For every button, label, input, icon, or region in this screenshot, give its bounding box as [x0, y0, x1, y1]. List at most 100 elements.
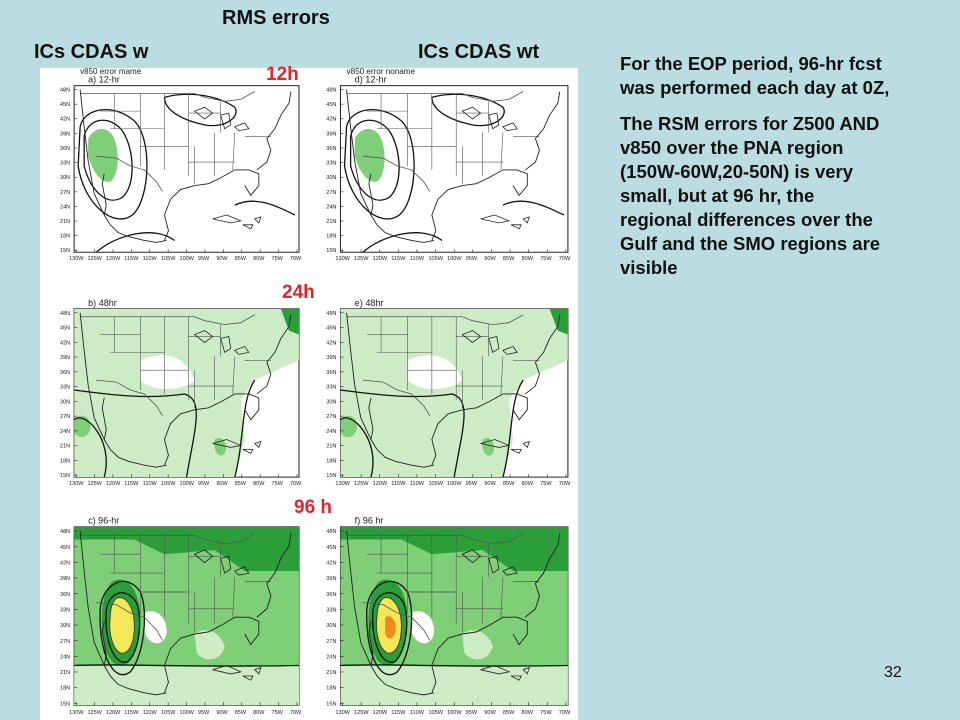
- svg-text:36N: 36N: [60, 146, 70, 152]
- figure-panel: v850 error mame a) 12-hr 48N 45N 42N 39N 36N 33…: [40, 68, 578, 720]
- svg-text:85W: 85W: [503, 481, 515, 487]
- svg-text:42N: 42N: [60, 560, 70, 566]
- svg-text:48N: 48N: [326, 529, 336, 535]
- svg-text:105W: 105W: [161, 481, 176, 487]
- svg-text:130W: 130W: [69, 710, 84, 716]
- map-header-panel: f) 96 hr: [355, 516, 384, 526]
- svg-text:42N: 42N: [60, 117, 70, 123]
- svg-text:90W: 90W: [484, 481, 496, 487]
- page-number: 32: [884, 664, 902, 681]
- svg-text:130W: 130W: [335, 710, 350, 716]
- svg-text:70W: 70W: [559, 256, 571, 262]
- svg-text:90W: 90W: [216, 481, 228, 487]
- svg-text:120W: 120W: [106, 256, 121, 262]
- svg-text:39N: 39N: [60, 355, 70, 361]
- svg-text:15N: 15N: [60, 701, 70, 707]
- svg-text:18N: 18N: [60, 234, 70, 240]
- map-header-panel: d) 12-hr: [355, 75, 387, 85]
- svg-text:125W: 125W: [354, 710, 369, 716]
- svg-text:24N: 24N: [326, 429, 336, 435]
- svg-text:115W: 115W: [391, 481, 406, 487]
- svg-text:105W: 105W: [428, 481, 443, 487]
- svg-text:45N: 45N: [60, 545, 70, 551]
- error-map-b: b) 48hr 48N 45N 42N 39N 36N 33N 30N 27N 24N 21N 18N…: [44, 291, 305, 489]
- error-map-c: c) 96-hr 48N 45N 42N 39N 36N 33N 30N 27N 24N 21N 18…: [44, 508, 305, 718]
- svg-text:45N: 45N: [326, 326, 336, 332]
- svg-text:80W: 80W: [522, 710, 534, 716]
- svg-text:95W: 95W: [466, 710, 478, 716]
- svg-text:21N: 21N: [60, 444, 70, 450]
- svg-text:110W: 110W: [410, 256, 425, 262]
- svg-text:33N: 33N: [326, 385, 336, 391]
- description-text: For the EOP period, 96-hr fcst was perfo…: [620, 52, 890, 292]
- svg-text:15N: 15N: [326, 701, 336, 707]
- svg-text:75W: 75W: [272, 256, 284, 262]
- svg-text:130W: 130W: [335, 256, 350, 262]
- svg-text:24N: 24N: [60, 654, 70, 660]
- svg-text:130W: 130W: [69, 481, 84, 487]
- svg-text:130W: 130W: [69, 256, 84, 262]
- svg-text:45N: 45N: [326, 102, 336, 108]
- svg-text:85W: 85W: [235, 256, 247, 262]
- svg-text:21N: 21N: [60, 219, 70, 225]
- svg-text:48N: 48N: [60, 529, 70, 535]
- svg-text:85W: 85W: [503, 256, 515, 262]
- svg-text:30N: 30N: [326, 623, 336, 629]
- svg-text:115W: 115W: [391, 256, 406, 262]
- svg-text:24N: 24N: [60, 204, 70, 210]
- svg-text:110W: 110W: [143, 710, 158, 716]
- svg-text:120W: 120W: [106, 481, 121, 487]
- svg-text:80W: 80W: [253, 710, 265, 716]
- svg-text:24N: 24N: [326, 204, 336, 210]
- svg-text:18N: 18N: [326, 234, 336, 240]
- svg-text:27N: 27N: [60, 414, 70, 420]
- description-paragraph-2: The RSM errors for Z500 AND v850 over th…: [620, 113, 881, 278]
- svg-text:90W: 90W: [484, 710, 496, 716]
- svg-text:120W: 120W: [106, 710, 121, 716]
- svg-text:21N: 21N: [326, 444, 336, 450]
- svg-text:115W: 115W: [124, 710, 139, 716]
- svg-text:18N: 18N: [326, 458, 336, 464]
- svg-text:115W: 115W: [124, 256, 139, 262]
- svg-text:105W: 105W: [161, 710, 176, 716]
- svg-text:18N: 18N: [60, 458, 70, 464]
- svg-text:33N: 33N: [60, 385, 70, 391]
- svg-text:100W: 100W: [180, 256, 195, 262]
- svg-text:105W: 105W: [428, 256, 443, 262]
- svg-text:18N: 18N: [326, 686, 336, 692]
- svg-text:24N: 24N: [326, 654, 336, 660]
- svg-text:48N: 48N: [60, 311, 70, 317]
- svg-text:36N: 36N: [60, 592, 70, 598]
- svg-text:80W: 80W: [253, 256, 265, 262]
- svg-text:100W: 100W: [447, 710, 462, 716]
- time-label-24h: 24h: [282, 282, 315, 303]
- slide-title: RMS errors: [222, 7, 330, 29]
- description-paragraph-1: For the EOP period, 96-hr fcst was perfo…: [620, 53, 890, 98]
- svg-text:125W: 125W: [354, 481, 369, 487]
- svg-text:48N: 48N: [60, 88, 70, 94]
- svg-text:42N: 42N: [326, 560, 336, 566]
- map-header-panel: b) 48hr: [88, 298, 117, 308]
- svg-text:27N: 27N: [326, 639, 336, 645]
- svg-text:120W: 120W: [373, 256, 388, 262]
- svg-text:39N: 39N: [326, 576, 336, 582]
- svg-text:110W: 110W: [143, 481, 158, 487]
- svg-text:30N: 30N: [326, 399, 336, 405]
- svg-text:36N: 36N: [326, 370, 336, 376]
- svg-text:110W: 110W: [410, 481, 425, 487]
- svg-text:90W: 90W: [216, 710, 228, 716]
- error-map-f: f) 96 hr 48N 45N 42N 39N 36N 33N 30N 27N 24N 21N 18…: [310, 508, 574, 718]
- time-label-12h: 12h: [266, 64, 299, 85]
- error-map-d: v850 error noname d) 12-hr 48N 45N 42N 39N 36N…: [310, 68, 574, 264]
- svg-text:45N: 45N: [326, 545, 336, 551]
- svg-text:75W: 75W: [272, 710, 284, 716]
- svg-text:130W: 130W: [335, 481, 350, 487]
- svg-text:39N: 39N: [326, 355, 336, 361]
- svg-text:33N: 33N: [326, 161, 336, 167]
- svg-text:45N: 45N: [60, 326, 70, 332]
- error-map-e: e) 48hr 48N 45N 42N 39N 36N 33N 30N 27N 24N 21N 18N…: [310, 291, 574, 489]
- svg-text:95W: 95W: [198, 481, 210, 487]
- svg-text:95W: 95W: [198, 256, 210, 262]
- svg-text:21N: 21N: [60, 670, 70, 676]
- svg-text:21N: 21N: [326, 670, 336, 676]
